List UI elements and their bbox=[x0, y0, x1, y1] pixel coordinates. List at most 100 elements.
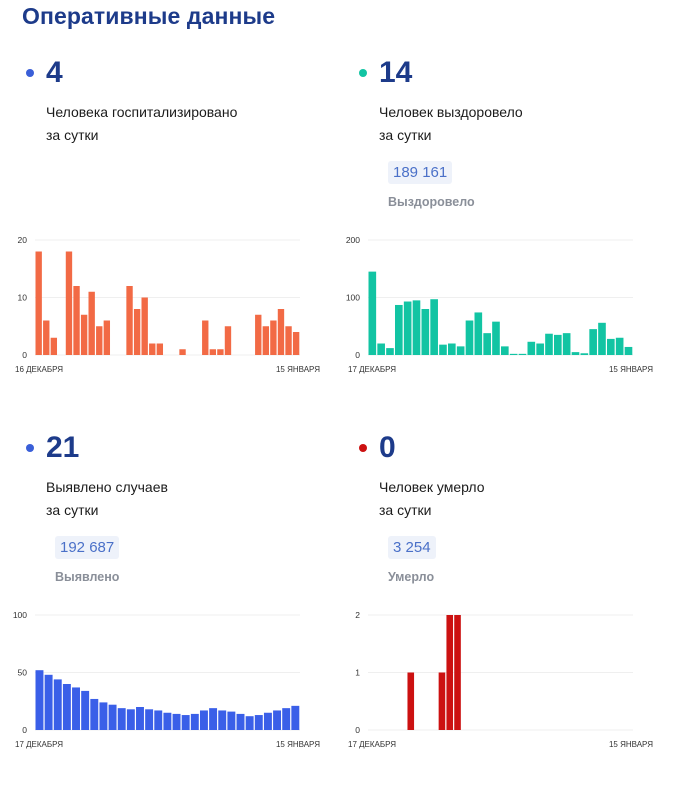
bullet-dot bbox=[359, 69, 367, 77]
x-start-label: 17 ДЕКАБРЯ bbox=[348, 740, 396, 749]
bar bbox=[589, 329, 597, 355]
bar bbox=[395, 304, 403, 355]
bar bbox=[73, 286, 80, 355]
bar bbox=[50, 337, 58, 355]
bar bbox=[492, 321, 500, 355]
desc-line-1: Человек выздоровело bbox=[379, 104, 523, 120]
died-description: Человек умерло за сутки bbox=[379, 476, 639, 522]
desc-line-2: за сутки bbox=[46, 127, 99, 143]
bar bbox=[282, 708, 291, 730]
bar bbox=[518, 353, 527, 355]
desc-line-1: Человек умерло bbox=[379, 479, 485, 495]
x-end-label: 15 ЯНВАРЯ bbox=[609, 740, 653, 749]
bar bbox=[88, 291, 95, 355]
recovered-count: 14 bbox=[379, 56, 413, 89]
bar bbox=[44, 674, 53, 730]
bar bbox=[465, 320, 474, 355]
bar bbox=[536, 343, 544, 355]
bar bbox=[624, 346, 633, 355]
bar bbox=[509, 353, 518, 355]
bar bbox=[133, 309, 141, 355]
detected-total: 192 687 bbox=[55, 536, 120, 559]
bar bbox=[209, 708, 218, 730]
detected-total-label: Выявлено bbox=[55, 570, 120, 584]
bar bbox=[580, 353, 589, 355]
bar bbox=[163, 712, 172, 730]
bar bbox=[554, 334, 562, 355]
y-tick-label: 1 bbox=[355, 668, 360, 678]
bar bbox=[273, 710, 282, 730]
x-start-label: 17 ДЕКАБРЯ bbox=[348, 365, 396, 374]
bar bbox=[270, 320, 277, 355]
bar bbox=[527, 341, 536, 355]
bar bbox=[81, 690, 90, 730]
bar bbox=[615, 337, 624, 355]
bar bbox=[80, 314, 88, 355]
bar bbox=[386, 348, 394, 355]
bar bbox=[190, 713, 199, 730]
bar bbox=[448, 343, 456, 355]
bar bbox=[598, 322, 606, 355]
bar bbox=[454, 615, 461, 730]
bar bbox=[179, 349, 186, 355]
died-total: 3 254 bbox=[388, 536, 436, 559]
bar bbox=[62, 684, 71, 730]
panel-detected: 21 Выявлено случаев за сутки 192 687 Выя… bbox=[22, 430, 352, 810]
bar bbox=[571, 352, 580, 355]
recovered-bar-chart: 0 100 200 17 ДЕКАБРЯ 15 ЯНВАРЯ bbox=[346, 235, 653, 374]
died-bar-chart: 0 1 2 17 ДЕКАБРЯ 15 ЯНВАРЯ bbox=[348, 610, 653, 749]
bar bbox=[90, 698, 99, 730]
y-tick-label: 100 bbox=[346, 293, 360, 303]
desc-line-2: за сутки bbox=[379, 127, 432, 143]
y-tick-label: 50 bbox=[18, 668, 28, 678]
y-tick-label: 10 bbox=[18, 293, 28, 303]
bar bbox=[145, 709, 154, 730]
bar bbox=[199, 710, 208, 730]
bar bbox=[99, 702, 108, 730]
y-tick-label: 0 bbox=[22, 725, 27, 735]
recovered-description: Человек выздоровело за сутки bbox=[379, 101, 639, 147]
page-title: Оперативные данные bbox=[22, 3, 276, 29]
bar bbox=[483, 333, 491, 355]
bar bbox=[35, 670, 44, 730]
bar bbox=[263, 712, 272, 730]
bar bbox=[501, 346, 509, 355]
bar bbox=[96, 326, 103, 355]
hospitalized-description: Человека госпитализировано за сутки bbox=[46, 101, 306, 147]
recovered-total: 189 161 bbox=[388, 161, 453, 184]
bar bbox=[53, 679, 62, 730]
bar bbox=[108, 704, 117, 730]
panel-recovered: 14 Человек выздоровело за сутки 189 161 … bbox=[355, 55, 679, 435]
detected-count: 21 bbox=[46, 431, 80, 464]
bar bbox=[607, 338, 615, 355]
y-tick-label: 20 bbox=[18, 235, 28, 245]
y-tick-label: 0 bbox=[22, 350, 27, 360]
bar bbox=[181, 715, 190, 730]
died-total-label: Умерло bbox=[388, 570, 435, 584]
panel-died: 0 Человек умерло за сутки 3 254 Умерло bbox=[355, 430, 679, 810]
bar bbox=[254, 715, 263, 730]
bar bbox=[474, 312, 483, 355]
bar bbox=[65, 251, 73, 355]
bar bbox=[403, 301, 412, 355]
bar bbox=[136, 707, 144, 730]
bar bbox=[217, 349, 224, 355]
bar bbox=[72, 687, 80, 730]
bar bbox=[202, 320, 209, 355]
bar bbox=[255, 314, 262, 355]
y-tick-label: 2 bbox=[355, 610, 360, 620]
bar bbox=[103, 320, 111, 355]
bar bbox=[149, 343, 156, 355]
bar bbox=[285, 326, 292, 355]
y-tick-label: 100 bbox=[13, 610, 27, 620]
bar bbox=[117, 708, 126, 730]
desc-line-1: Человека госпитализировано bbox=[46, 104, 238, 120]
bullet-dot bbox=[26, 69, 34, 77]
x-end-label: 15 ЯНВАРЯ bbox=[276, 365, 320, 374]
bar bbox=[438, 672, 446, 730]
bar bbox=[141, 297, 148, 355]
bar bbox=[407, 672, 415, 730]
detected-bar-chart: 0 50 100 17 ДЕКАБРЯ 15 ЯНВАРЯ bbox=[13, 610, 320, 749]
bar bbox=[545, 333, 553, 355]
y-tick-label: 0 bbox=[355, 350, 360, 360]
